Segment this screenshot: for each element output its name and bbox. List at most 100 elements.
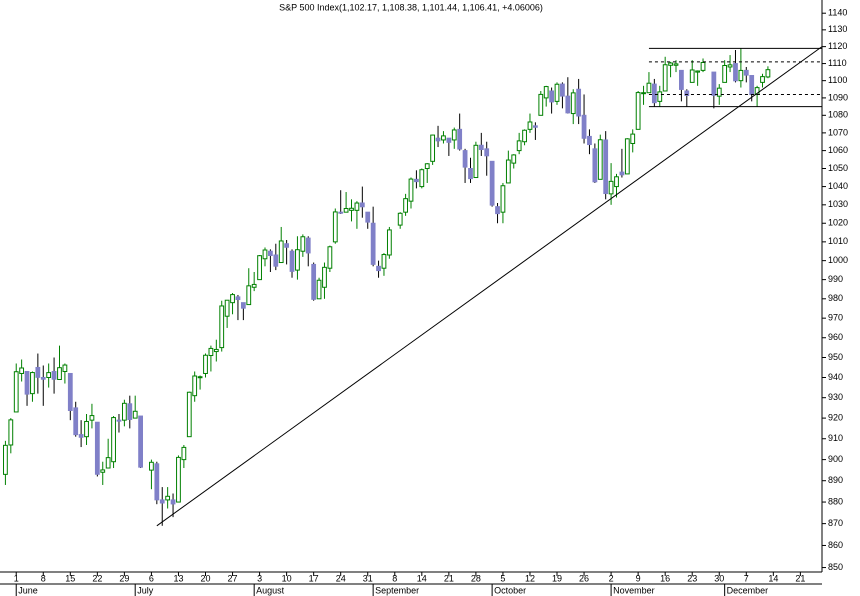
candle-body (711, 71, 717, 96)
candle-body (468, 168, 473, 180)
month-label: August (256, 585, 285, 595)
x-tick-label: 12 (525, 573, 535, 583)
candle-body (630, 133, 636, 144)
x-tick-label: 14 (768, 573, 778, 583)
candle-body (35, 366, 41, 378)
candle-body (268, 250, 273, 257)
x-tick-label: 21 (444, 573, 454, 583)
candle-body (322, 266, 327, 288)
x-tick-label: 23 (687, 573, 697, 583)
candle-body (203, 354, 208, 374)
x-tick-label: 13 (173, 573, 183, 583)
candle-body (311, 263, 317, 300)
candle-body (495, 206, 500, 215)
x-tick-label: 9 (636, 573, 641, 583)
y-tick-label: 1020 (828, 218, 848, 228)
candle-body (381, 254, 387, 269)
candle-body (473, 144, 479, 179)
y-tick-label: 1100 (828, 75, 847, 85)
y-tick-label: 890 (828, 475, 843, 485)
y-tick-label: 1110 (828, 58, 847, 68)
candle-body (94, 421, 100, 475)
candle-body (641, 92, 646, 95)
candle-body (40, 376, 46, 380)
month-label: December (727, 585, 769, 595)
candle-body (587, 135, 592, 146)
candle-body (316, 279, 322, 300)
candle-body (8, 419, 14, 446)
candle-body (716, 87, 722, 97)
candle-body (614, 176, 619, 188)
candle-body (240, 302, 246, 309)
y-tick-label: 1010 (828, 236, 848, 246)
candle-body (300, 236, 306, 252)
candle-body (749, 75, 755, 96)
x-tick-label: 22 (92, 573, 102, 583)
candle-body (668, 62, 673, 66)
candle-body (289, 250, 295, 272)
y-tick-label: 940 (828, 372, 843, 382)
y-tick-label: 910 (828, 433, 843, 443)
x-tick-label: 14 (417, 573, 427, 583)
x-tick-label: 24 (336, 573, 346, 583)
candle-body (224, 299, 230, 317)
candle-body (132, 410, 138, 419)
x-tick-label: 30 (714, 573, 724, 583)
y-tick-label: 930 (828, 392, 843, 402)
candle-body (257, 255, 262, 281)
x-tick-label: 31 (363, 573, 373, 583)
candle-body (505, 159, 511, 184)
candle-body (354, 202, 360, 211)
y-tick-label: 1040 (828, 181, 848, 191)
x-tick-label: 28 (471, 573, 481, 583)
candle-body (662, 64, 668, 92)
candle-body (608, 180, 614, 195)
candle-body (170, 499, 176, 505)
candle-body (149, 461, 154, 471)
y-tick-label: 1050 (828, 163, 848, 173)
candle-body (295, 249, 300, 271)
x-tick-label: 20 (200, 573, 210, 583)
x-tick-label: 26 (579, 573, 589, 583)
candle-body (743, 69, 749, 76)
candle-body (181, 446, 187, 461)
candle-body (251, 283, 257, 288)
candle-body (127, 403, 133, 421)
month-label: October (494, 585, 526, 595)
x-tick-label: 6 (149, 573, 154, 583)
candle-body (619, 171, 625, 176)
trend-line (156, 46, 823, 527)
x-tick-label: 27 (228, 573, 238, 583)
candle-body (24, 370, 30, 395)
x-tick-label: 8 (392, 573, 397, 583)
candle-body (165, 495, 171, 501)
candle-body (624, 138, 630, 175)
candle-body (657, 91, 663, 102)
candle-body (30, 372, 35, 395)
x-tick-label: 17 (309, 573, 319, 583)
candle-body (359, 202, 365, 208)
x-tick-label: 5 (500, 573, 505, 583)
candle-body (73, 407, 79, 436)
candle-body (159, 499, 165, 504)
candle-body (689, 69, 695, 83)
candle-body (403, 198, 408, 213)
y-tick-label: 1140 (828, 8, 847, 18)
candle-body (733, 63, 738, 82)
candle-body (538, 93, 544, 116)
candle-body (284, 243, 290, 248)
candle-body (549, 90, 554, 103)
candle-body (511, 154, 517, 164)
candle-body (213, 348, 219, 353)
candle-body (673, 63, 679, 66)
x-tick-label: 2 (609, 573, 614, 583)
candle-body (500, 185, 506, 213)
candle-body (235, 296, 241, 301)
y-tick-label: 1090 (828, 92, 848, 102)
candle-body (219, 305, 225, 349)
candle-body (3, 444, 8, 475)
y-tick-label: 980 (828, 293, 843, 303)
candle-body (278, 240, 284, 264)
candle-body (695, 70, 701, 73)
